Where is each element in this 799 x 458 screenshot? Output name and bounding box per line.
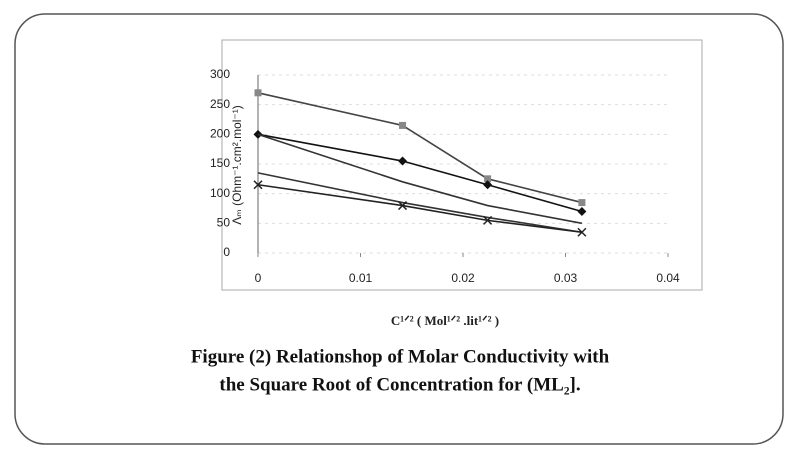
marker [254,89,262,97]
marker [253,180,263,190]
y-tick-label: 50 [217,216,231,230]
series-line [257,92,583,204]
marker [399,121,407,129]
x-tick-label: 0.02 [451,271,475,285]
marker [577,227,587,237]
marker [484,175,492,183]
y-tick-label: 100 [210,186,230,200]
plot-border [221,39,703,291]
caption-line: the Square Root of Concentration for (ML… [219,374,580,395]
series-line [257,133,583,225]
caption-line: Figure (2) Relationshop of Molar Conduct… [191,346,610,367]
y-tick-label: 150 [210,156,230,170]
x-tick-label: 0.04 [656,271,680,285]
marker [398,156,408,166]
marker [483,215,493,225]
marker [577,206,587,216]
y-axis-label: Λₘ (Ohm⁻¹.cm².mol⁻¹) [230,105,244,224]
series-line [257,183,582,234]
y-tick-label: 0 [223,245,230,259]
x-tick-label: 0.01 [349,271,373,285]
marker [397,201,408,211]
y-tick-label: 250 [210,97,230,111]
series-line [257,172,583,234]
y-tick-label: 200 [210,127,230,141]
x-axis-label: C¹ᐟ² ( Mol¹ᐟ² .lit¹ᐟ² ) [391,313,499,328]
marker [483,180,493,190]
series-line [257,133,583,213]
x-tick-label: 0 [255,271,262,285]
marker [578,199,586,207]
y-tick-label: 300 [210,67,230,81]
frame [14,13,784,445]
x-tick-label: 0.03 [554,271,578,285]
